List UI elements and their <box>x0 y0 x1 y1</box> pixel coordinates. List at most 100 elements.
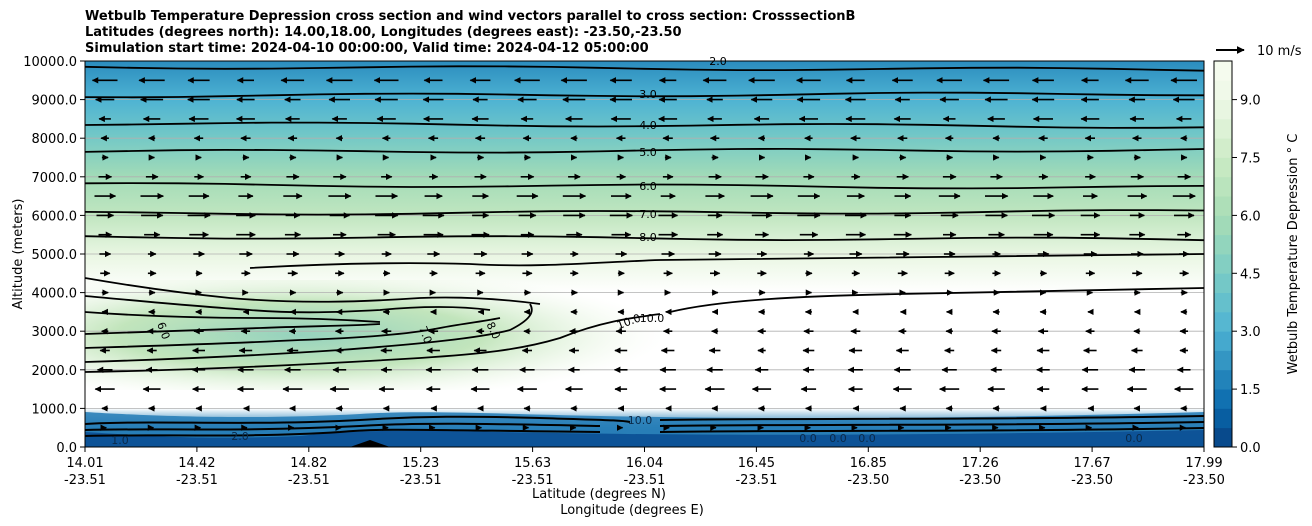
y-tick-label: 7000.0 <box>32 171 78 186</box>
x-tick: 15.23 -23.51 <box>400 447 442 488</box>
colorbar-level <box>1214 234 1232 255</box>
x-tick-label-lat: 14.01 <box>66 456 103 471</box>
colorbar: 0.0 1.5 3.0 4.5 6.0 7.5 9.0 <box>1214 61 1261 456</box>
y-tick: 8000.0 <box>32 132 85 147</box>
surface-contour-6 <box>659 427 1204 433</box>
x-tick-label-lat: 14.42 <box>178 456 215 471</box>
x-tick: 16.04 -23.51 <box>624 447 666 488</box>
contour-label-surface-10: 10.0 <box>628 414 653 427</box>
contour-line-8 <box>85 235 1204 242</box>
contour-layer-g <box>85 313 661 373</box>
x-tick: 17.67 -23.50 <box>1071 447 1113 488</box>
y-tick-label: 4000.0 <box>32 287 78 302</box>
x-tick: 14.82 -23.51 <box>288 447 330 488</box>
colorbar-level <box>1214 99 1232 120</box>
colorbar-tick-label: 1.5 <box>1240 383 1261 398</box>
x-tick-label-lat: 15.23 <box>402 456 439 471</box>
contour-label-7: 7.0 <box>639 208 657 221</box>
contour-line-6 <box>85 182 1204 190</box>
x-tick-label-lat: 16.04 <box>626 456 663 471</box>
title-line-1: Wetbulb Temperature Depression cross sec… <box>85 9 855 24</box>
colorbar-level <box>1214 80 1232 100</box>
contour-line-3 <box>85 91 1204 99</box>
x-tick: 15.63 -23.51 <box>512 447 554 488</box>
x-tick: 16.45 -23.51 <box>735 447 777 488</box>
colorbar-level <box>1214 369 1232 390</box>
surface-contour-1 <box>85 415 631 425</box>
colorbar-tick-label: 3.0 <box>1240 325 1261 340</box>
x-tick-label-lat: 17.67 <box>1073 456 1110 471</box>
colorbar-tick: 0.0 <box>1232 441 1261 456</box>
contour-label-surface-2: 2.0 <box>231 430 249 443</box>
x-axis-label-lat: Latitude (degrees N) <box>532 487 666 502</box>
y-tick-label: 5000.0 <box>32 248 78 263</box>
colorbar-tick-label: 6.0 <box>1240 209 1261 224</box>
y-tick: 10000.0 <box>23 55 85 70</box>
contour-label-surface-0d: 0.0 <box>1125 432 1143 445</box>
y-tick: 6000.0 <box>32 209 85 224</box>
y-tick: 1000.0 <box>32 402 85 417</box>
colorbar-level <box>1214 311 1232 332</box>
colorbar-level <box>1214 350 1232 371</box>
contour-label-6: 6.0 <box>639 180 657 193</box>
x-tick-label-lat: 16.45 <box>738 456 775 471</box>
y-tick: 4000.0 <box>32 287 85 302</box>
contour-layer-e <box>85 317 501 349</box>
colorbar-level <box>1214 215 1232 236</box>
x-tick-label-lon: -23.51 <box>735 473 777 488</box>
x-tick-label-lat: 14.82 <box>290 456 327 471</box>
title-line-3: Simulation start time: 2024-04-10 00:00:… <box>85 41 649 56</box>
wind-vectors <box>91 77 1197 431</box>
quiver-key-label: 10 m/s <box>1257 44 1302 59</box>
x-tick: 16.85 -23.50 <box>847 447 889 488</box>
colorbar-level <box>1214 157 1232 178</box>
x-tick: 17.99 -23.50 <box>1183 447 1225 488</box>
x-tick-label-lon: -23.51 <box>624 473 666 488</box>
contour-label-layer-7: 7.0 <box>416 324 434 345</box>
x-axis-label-lon: Longitude (degrees E) <box>560 503 704 518</box>
x-axis: 14.01 -23.51 14.42 -23.51 14.82 -23.51 15.23 -2… <box>64 447 1225 488</box>
surface-contour-4 <box>659 415 1204 421</box>
colorbar-tick-label: 0.0 <box>1240 441 1261 456</box>
colorbar-level <box>1214 254 1232 274</box>
y-gridlines <box>85 99 1204 409</box>
x-tick-label-lon: -23.51 <box>176 473 218 488</box>
y-tick-label: 9000.0 <box>32 94 78 109</box>
colorbar-tick-label: 9.0 <box>1240 94 1261 109</box>
x-tick-label-lat: 15.63 <box>514 456 551 471</box>
contour-label-layer-10b: 10.0 <box>640 312 665 325</box>
contour-label-surface-1: 1.0 <box>111 434 129 447</box>
y-tick: 3000.0 <box>32 325 85 340</box>
contour-label-3: 3.0 <box>639 88 657 101</box>
x-tick-label-lon: -23.51 <box>288 473 330 488</box>
contour-label-8: 8.0 <box>639 231 657 244</box>
contour-layer-c <box>85 311 381 323</box>
colorbar-level <box>1214 118 1232 139</box>
y-tick-label: 1000.0 <box>32 402 78 417</box>
contour-label-surface-0a: 0.0 <box>799 432 817 445</box>
y-tick-label: 2000.0 <box>32 364 78 379</box>
colorbar-tick: 3.0 <box>1232 325 1261 340</box>
y-tick-label: 8000.0 <box>32 132 78 147</box>
contour-layer-b <box>85 295 491 314</box>
contour-label-surface-0b: 0.0 <box>829 432 847 445</box>
contour-label-4: 4.0 <box>639 119 657 132</box>
colorbar-level <box>1214 331 1232 351</box>
surface-contours <box>85 415 1204 437</box>
x-tick-label-lat: 17.99 <box>1185 456 1222 471</box>
colorbar-level <box>1214 176 1232 197</box>
x-tick: 17.26 -23.50 <box>959 447 1001 488</box>
colorbar-level <box>1214 138 1232 158</box>
colorbar-level <box>1214 427 1232 448</box>
contour-layer-f <box>85 303 533 363</box>
y-axis-label: Altitude (meters) <box>11 199 26 310</box>
plot-area <box>85 61 1204 447</box>
title-line-2: Latitudes (degrees north): 14.00,18.00, … <box>85 25 682 40</box>
upper-contours <box>85 65 1204 242</box>
contour-label-layer-6: 6.0 <box>154 320 172 341</box>
colorbar-level <box>1214 389 1232 409</box>
x-tick: 14.01 -23.51 <box>64 447 106 488</box>
y-tick: 0.0 <box>56 441 85 456</box>
colorbar-frame <box>1213 60 1233 448</box>
